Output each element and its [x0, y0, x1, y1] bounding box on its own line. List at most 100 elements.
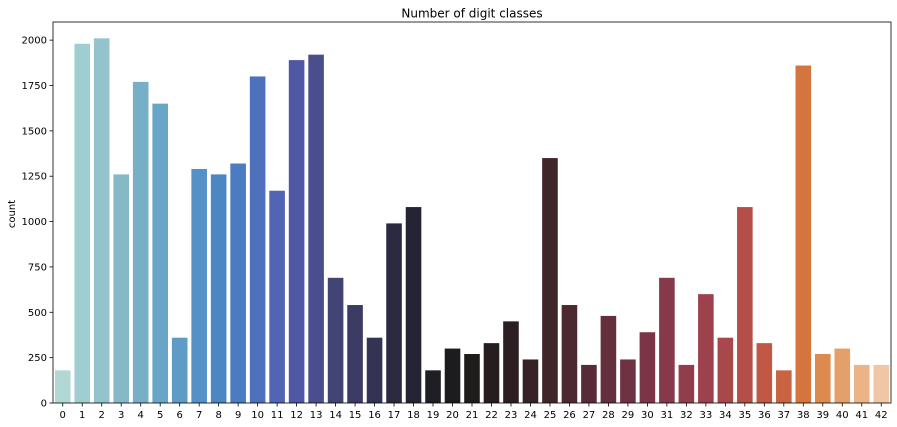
- x-tick-label: 4: [138, 410, 144, 421]
- y-tick-label: 1750: [22, 81, 47, 92]
- x-tick-label: 42: [875, 410, 888, 421]
- x-tick-label: 9: [235, 410, 241, 421]
- bar-41: [853, 364, 870, 403]
- bar-32: [678, 364, 695, 403]
- bar-1: [74, 43, 91, 404]
- y-tick-label: 2000: [22, 36, 47, 47]
- x-tick-label: 23: [505, 410, 518, 421]
- x-tick-label: 31: [661, 410, 674, 421]
- x-tick-label: 18: [407, 410, 420, 421]
- y-tick-label: 1000: [22, 217, 47, 228]
- bar-11: [269, 190, 285, 403]
- bar-27: [581, 364, 597, 403]
- bar-31: [659, 277, 675, 403]
- x-tick-label: 22: [485, 410, 498, 421]
- x-tick-label: 38: [797, 410, 810, 421]
- y-axis-label: count: [7, 200, 18, 228]
- bar-18: [405, 207, 422, 403]
- x-tick-label: 7: [196, 410, 202, 421]
- x-tick-label: 28: [602, 410, 615, 421]
- bar-24: [522, 359, 539, 403]
- bar-4: [132, 81, 149, 404]
- bar-0: [54, 370, 71, 403]
- bar-2: [93, 38, 110, 403]
- x-tick-label: 25: [544, 410, 557, 421]
- bar-19: [425, 370, 441, 403]
- x-tick-label: 6: [176, 410, 182, 421]
- x-tick-label: 24: [524, 410, 537, 421]
- bar-12: [288, 60, 305, 403]
- x-tick-label: 37: [777, 410, 790, 421]
- x-tick-label: 36: [758, 410, 771, 421]
- x-tick-label: 16: [368, 410, 381, 421]
- plot-frame: [52, 21, 892, 404]
- bar-28: [600, 315, 617, 403]
- bar-9: [230, 163, 246, 403]
- bar-16: [366, 337, 383, 403]
- x-tick-label: 8: [215, 410, 221, 421]
- bar-42: [873, 364, 890, 403]
- x-tick-label: 17: [388, 410, 401, 421]
- x-tick-label: 29: [622, 410, 635, 421]
- x-tick-label: 3: [118, 410, 124, 421]
- x-tick-label: 13: [310, 410, 323, 421]
- x-tick-label: 0: [60, 410, 66, 421]
- x-tick-label: 30: [641, 410, 654, 421]
- x-tick-label: 11: [271, 410, 284, 421]
- x-tick-label: 19: [427, 410, 440, 421]
- bar-38: [795, 65, 812, 403]
- y-axis: 0 250 500 750 1000 1250 1500 1750 2000: [22, 36, 53, 410]
- x-tick-label: 14: [329, 410, 342, 421]
- x-tick-label: 32: [680, 410, 693, 421]
- bar-33: [698, 294, 714, 403]
- bar-26: [561, 305, 578, 403]
- bar-22: [483, 343, 500, 403]
- x-tick-label: 39: [816, 410, 829, 421]
- y-tick-label: 0: [41, 399, 47, 410]
- y-tick-label: 500: [28, 308, 47, 319]
- bar-35: [737, 207, 753, 403]
- bar-20: [444, 348, 461, 403]
- x-tick-label: 27: [583, 410, 596, 421]
- y-tick-label: 1500: [22, 126, 47, 137]
- x-tick-label: 34: [719, 410, 732, 421]
- x-tick-label: 10: [251, 410, 264, 421]
- x-tick-label: 26: [563, 410, 576, 421]
- x-tick-label: 33: [699, 410, 712, 421]
- bar-29: [620, 359, 636, 403]
- bar-8: [210, 174, 227, 403]
- y-tick-label: 750: [28, 262, 47, 273]
- x-tick-label: 20: [446, 410, 459, 421]
- x-tick-label: 40: [836, 410, 849, 421]
- bar-39: [815, 354, 831, 403]
- x-tick-label: 15: [349, 410, 362, 421]
- x-tick-label: 41: [855, 410, 868, 421]
- bar-3: [113, 174, 129, 403]
- bar-5: [152, 103, 168, 403]
- bar-40: [834, 348, 851, 403]
- bar-15: [347, 305, 363, 403]
- bar-6: [171, 337, 188, 403]
- bar-25: [542, 158, 558, 403]
- x-tick-label: 21: [466, 410, 479, 421]
- bars-group: [54, 38, 890, 404]
- x-tick-label: 35: [738, 410, 751, 421]
- bar-30: [639, 332, 656, 403]
- x-tick-label: 5: [157, 410, 163, 421]
- y-tick-label: 1250: [22, 172, 47, 183]
- bar-23: [503, 321, 519, 403]
- x-axis: 0 1 2 3 4 5 6 7 8 9 10 11 12 13 14 15 16 17 18 19 20 21 22 23 24…: [60, 403, 888, 421]
- x-tick-label: 12: [290, 410, 303, 421]
- bar-34: [717, 337, 734, 403]
- y-tick-label: 250: [28, 353, 47, 364]
- bar-14: [327, 277, 344, 403]
- chart-title: Number of digit classes: [401, 7, 542, 21]
- bar-17: [386, 223, 402, 403]
- x-tick-label: 1: [79, 410, 85, 421]
- bar-7: [191, 168, 207, 403]
- x-tick-label: 2: [99, 410, 105, 421]
- bar-21: [464, 354, 480, 403]
- bar-10: [249, 76, 266, 404]
- bar-13: [308, 54, 324, 403]
